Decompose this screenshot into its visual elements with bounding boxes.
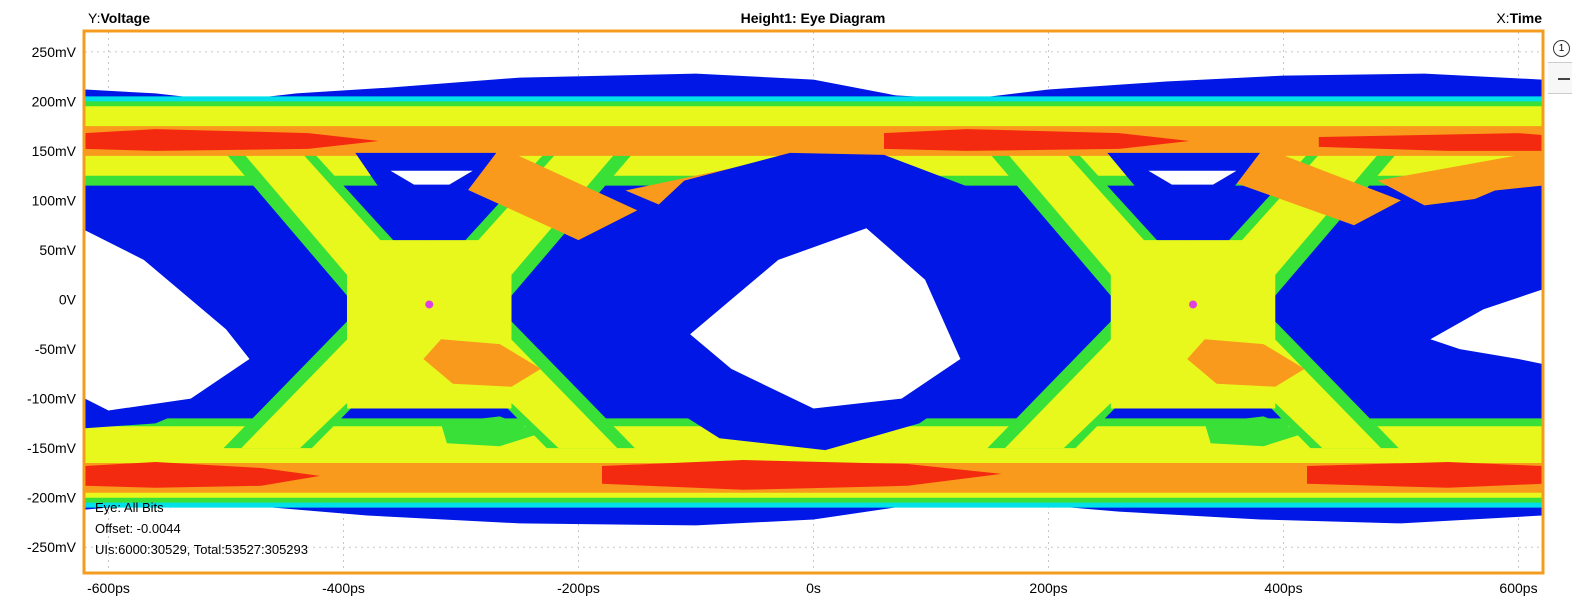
eye-rail-low-red-3 bbox=[1307, 462, 1542, 488]
chart-title-text: Height1: Eye Diagram bbox=[740, 10, 886, 26]
x-tick-label: -400ps bbox=[322, 580, 365, 596]
crossing-marker bbox=[1189, 300, 1198, 309]
info-eye-line: Eye: All Bits bbox=[95, 500, 164, 515]
x-tick-label: -200ps bbox=[557, 580, 600, 596]
eye-crossing-green-lobe bbox=[1204, 416, 1305, 447]
y-tick-label: 100mV bbox=[32, 192, 77, 208]
x-tick-label: -600ps bbox=[87, 580, 130, 596]
x-axis-name: Time bbox=[1509, 10, 1542, 26]
eye-opening-top-2 bbox=[1148, 170, 1237, 185]
y-axis-label: Y:Voltage bbox=[88, 9, 150, 27]
eye-rail-high-red-1 bbox=[85, 129, 379, 151]
y-tick-label: 0V bbox=[59, 292, 77, 308]
info-uis-line: UIs:6000:30529, Total:53527:305293 bbox=[95, 542, 308, 557]
y-axis-ticks: 250mV 200mV 150mV 100mV 50mV 0V -50mV -100mV -15… bbox=[27, 44, 77, 555]
eye-edge-orange-2 bbox=[1113, 150, 1401, 226]
marker-line-icon[interactable] bbox=[1558, 78, 1570, 80]
x-axis-label: X:Time bbox=[1496, 9, 1542, 27]
info-offset-line: Offset: -0.0044 bbox=[95, 521, 181, 536]
y-tick-label: -100mV bbox=[27, 391, 77, 407]
y-tick-label: 150mV bbox=[32, 143, 77, 159]
info-box: Eye: All Bits Offset: -0.0044 UIs:6000:3… bbox=[95, 500, 308, 557]
y-tick-label: 200mV bbox=[32, 93, 77, 109]
eye-crossing-orange bbox=[1187, 339, 1305, 387]
y-tick-label: -250mV bbox=[27, 539, 77, 555]
eye-rail-high-red-2 bbox=[884, 129, 1190, 151]
crossing-markers bbox=[425, 300, 1198, 309]
eye-opening-left bbox=[85, 230, 250, 411]
marker-1-button[interactable]: 1 bbox=[1553, 40, 1570, 57]
eye-rail-high-red-3 bbox=[1318, 133, 1542, 151]
eye-rail-low-red-1 bbox=[85, 462, 320, 488]
y-axis-prefix: Y: bbox=[88, 10, 101, 26]
eye-crossing-green-lobe bbox=[441, 416, 541, 447]
x-tick-label: 400ps bbox=[1264, 580, 1302, 596]
x-tick-label: 0s bbox=[806, 580, 821, 596]
x-axis-ticks: -600ps -400ps -200ps 0s 200ps 400ps 600ps bbox=[87, 580, 1537, 596]
y-tick-label: -150mV bbox=[27, 440, 77, 456]
eye-opening-top-1 bbox=[390, 170, 473, 185]
eye-crossing-orange bbox=[423, 339, 541, 387]
eye-opening-right bbox=[1430, 289, 1542, 364]
y-tick-label: -200mV bbox=[27, 490, 77, 506]
y-tick-label: 50mV bbox=[39, 242, 76, 258]
eye-rail-high-orange bbox=[85, 126, 1542, 156]
eye-inner-blue-right bbox=[1354, 185, 1542, 419]
y-axis-name: Voltage bbox=[100, 10, 150, 26]
x-tick-label: 200ps bbox=[1029, 580, 1067, 596]
eye-rail-low-red-2 bbox=[602, 460, 1002, 490]
eye-edge-orange-1 bbox=[343, 150, 638, 241]
chart-title: Height1: Eye Diagram bbox=[0, 9, 1572, 27]
y-tick-label: 250mV bbox=[32, 44, 77, 60]
crossing-marker bbox=[425, 300, 434, 309]
plot-frame bbox=[82, 29, 1545, 575]
x-tick-label: 600ps bbox=[1499, 580, 1537, 596]
eye-density-map bbox=[85, 73, 1542, 526]
eye-opening-center bbox=[690, 228, 961, 409]
x-axis-prefix: X: bbox=[1496, 10, 1510, 26]
y-tick-label: -50mV bbox=[35, 341, 77, 357]
